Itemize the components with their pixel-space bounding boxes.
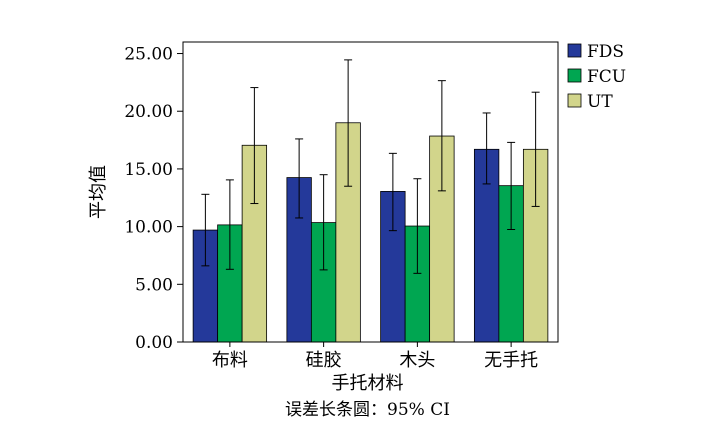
x-axis-label: 手托材料 [332, 373, 404, 394]
y-tick-label: 5.00 [135, 275, 173, 295]
x-tick-label: 无手托 [484, 350, 538, 371]
y-axis-ticks: 0.00 5.00 10.00 15.00 20.00 25.00 [124, 45, 183, 353]
legend-label: FCU [587, 67, 626, 87]
legend: FDS FCU UT [567, 42, 626, 112]
legend-label: FDS [587, 42, 624, 62]
y-axis-label: 平均值 [88, 165, 109, 219]
legend-swatch-fds [567, 43, 582, 58]
plot-frame [182, 41, 559, 343]
x-tick-label: 布料 [212, 350, 248, 371]
error-bar-note: 误差长条圆：95% CI [285, 400, 450, 420]
y-tick-label: 10.00 [124, 218, 173, 238]
legend-swatch-ut [567, 93, 582, 108]
x-tick-label: 硅胶 [306, 350, 342, 371]
y-tick-label: 20.00 [124, 102, 173, 122]
x-axis-ticks: 布料 硅胶 木头 无手托 [212, 342, 538, 371]
error-bars [201, 59, 540, 274]
legend-label: UT [587, 92, 613, 112]
y-tick-label: 15.00 [124, 160, 173, 180]
bars [192, 122, 549, 343]
y-tick-label: 0.00 [135, 333, 173, 353]
legend-swatch-fcu [567, 68, 582, 83]
y-tick-label: 25.00 [124, 45, 173, 65]
x-tick-label: 木头 [399, 350, 435, 371]
